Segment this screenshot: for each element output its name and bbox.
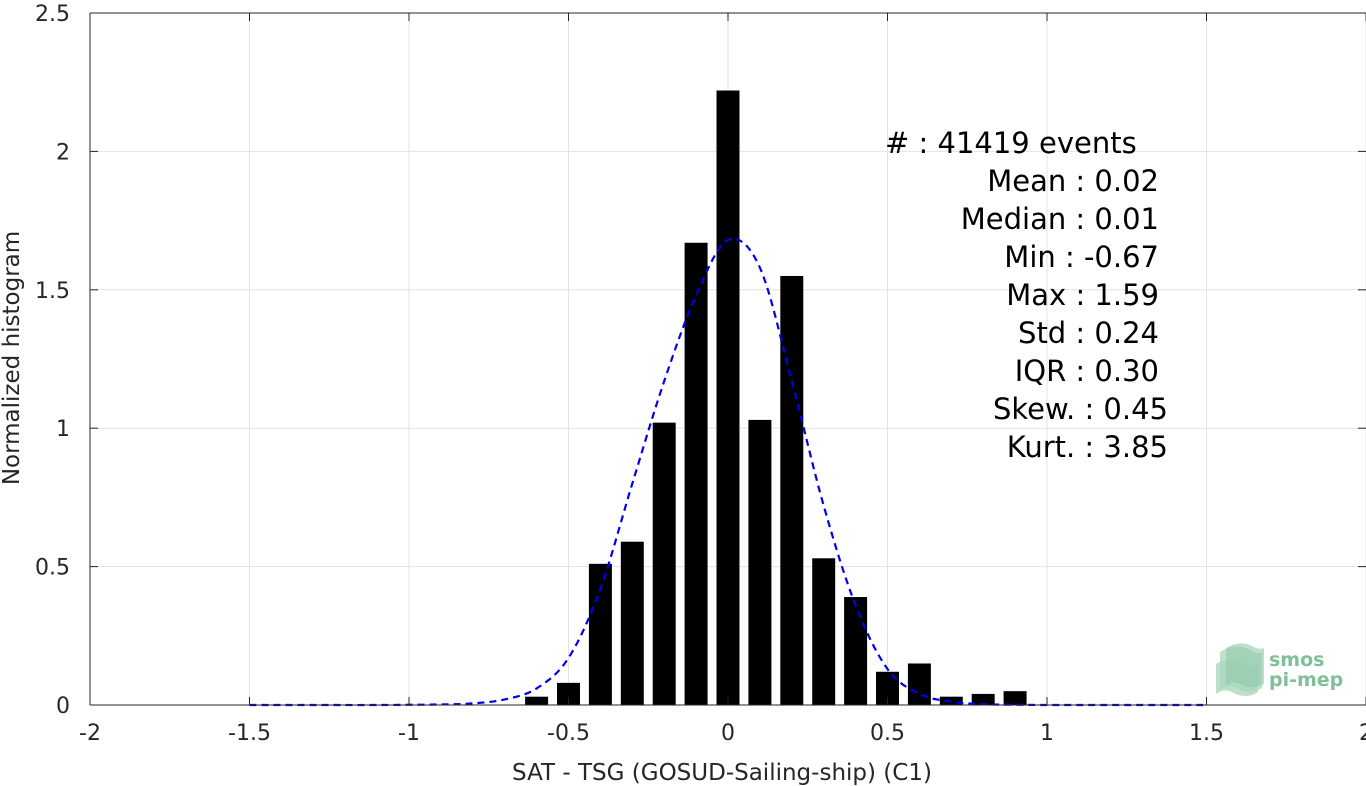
- y-axis-title: Normalized histogram: [0, 231, 25, 485]
- x-tick-label: 0.5: [870, 721, 905, 746]
- stat-iqr: IQR : 0.30: [1015, 354, 1159, 388]
- histogram-bar: [748, 419, 772, 705]
- logo-waves-icon: [1216, 643, 1264, 696]
- fit-curve-line: [249, 237, 1207, 707]
- logo-text-pimep: pi-mep: [1269, 669, 1343, 691]
- x-tick-labels: -2 -1.5 -1 -0.5 0 0.5 1 1.5 2: [79, 721, 1366, 746]
- histogram-bar: [812, 558, 836, 705]
- histogram-bar: [844, 597, 868, 705]
- stat-kurt: Kurt. : 3.85: [1007, 430, 1168, 464]
- logo-text-smos: smos: [1269, 649, 1324, 671]
- histogram-bar: [971, 693, 995, 705]
- histogram-bar: [780, 275, 804, 705]
- x-tick-label: -1.5: [228, 721, 271, 746]
- x-tick-label: 0: [721, 721, 735, 746]
- y-tick-label: 1.5: [35, 279, 70, 304]
- y-tick-label: 1: [56, 417, 70, 442]
- histogram-bar: [525, 696, 549, 705]
- fit-curve-layer: [249, 237, 1207, 707]
- histogram-bar: [620, 541, 644, 705]
- stat-max: Max : 1.59: [1006, 278, 1159, 312]
- statistics-box: # : 41419 events Mean : 0.02 Median : 0.…: [885, 126, 1168, 464]
- x-tick-label: 2: [1359, 721, 1366, 746]
- histogram-bar: [876, 671, 899, 705]
- y-tick-label: 0: [56, 694, 70, 719]
- y-tick-label: 0.5: [35, 556, 70, 581]
- x-tick-label: -1: [398, 721, 420, 746]
- axes: [89, 12, 1366, 706]
- stat-events: # : 41419 events: [885, 126, 1137, 160]
- histogram-bar: [588, 563, 612, 705]
- y-tick-label: 2: [56, 140, 70, 165]
- histogram-bar: [684, 242, 708, 705]
- histogram-bars: [525, 90, 1027, 705]
- stat-median: Median : 0.01: [961, 202, 1159, 236]
- x-tick-label: -2: [79, 721, 101, 746]
- stat-mean: Mean : 0.02: [987, 164, 1159, 198]
- stat-skew: Skew. : 0.45: [993, 392, 1168, 426]
- histogram-bar: [1003, 691, 1027, 705]
- stat-min: Min : -0.67: [1004, 240, 1159, 274]
- histogram-bar: [907, 663, 931, 705]
- x-tick-label: 1: [1040, 721, 1054, 746]
- x-tick-label: -0.5: [547, 721, 590, 746]
- histogram-bar: [652, 422, 676, 705]
- x-tick-label: 1.5: [1189, 721, 1224, 746]
- stat-std: Std : 0.24: [1018, 316, 1159, 350]
- smos-pimep-logo: smos pi-mep: [1216, 643, 1343, 696]
- y-tick-label: 2.5: [35, 2, 70, 27]
- histogram-bar: [716, 90, 740, 705]
- histogram-bar: [557, 682, 580, 705]
- y-tick-labels: 0 0.5 1 1.5 2 2.5: [35, 2, 70, 719]
- x-axis-title: SAT - TSG (GOSUD-Sailing-ship) (C1): [512, 760, 932, 786]
